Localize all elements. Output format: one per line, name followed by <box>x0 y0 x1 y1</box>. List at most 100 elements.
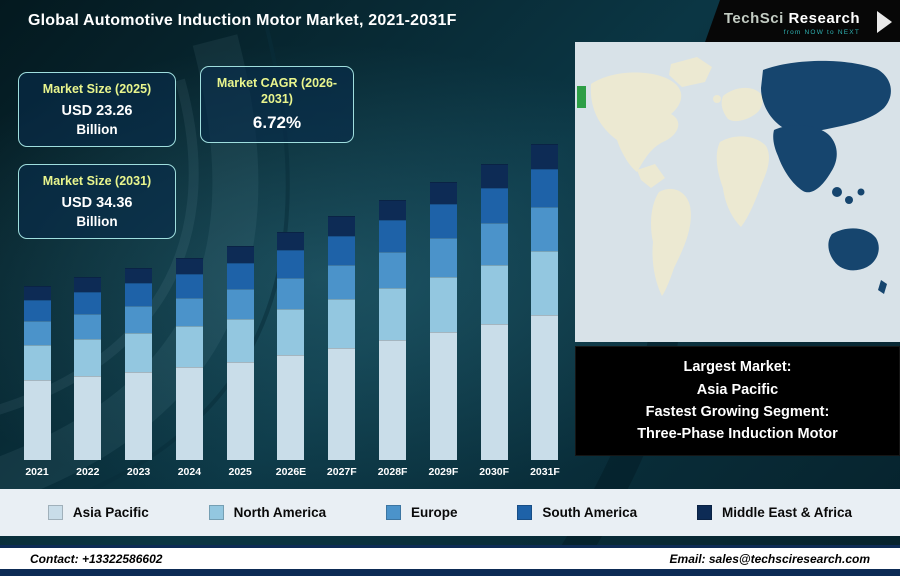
market-size-2031-card: Market Size (2031) USD 34.36 Billion <box>18 164 176 239</box>
bar-segment-europe <box>226 288 254 319</box>
bar-segment-south-america <box>480 187 508 224</box>
legend-item-north-america: North America <box>208 505 327 520</box>
bar-segment-middle-east-africa <box>277 231 305 251</box>
x-axis-label: 2025 <box>228 466 252 478</box>
bar-stack <box>429 182 457 460</box>
card-unit: Billion <box>76 213 118 229</box>
bar-column-2022: 2022 <box>65 276 111 478</box>
bar-segment-asia-pacific <box>429 332 457 460</box>
bar-segment-south-america <box>125 283 153 307</box>
bar-segment-europe <box>277 277 305 310</box>
bar-segment-asia-pacific <box>531 314 559 460</box>
world-map <box>575 42 900 342</box>
largest-market-label: Largest Market: <box>683 359 792 376</box>
market-cagr-card: Market CAGR (2026-2031) 6.72% <box>200 66 354 144</box>
map-japan <box>857 188 865 196</box>
bar-column-2021: 2021 <box>14 286 60 478</box>
bar-column-2024: 2024 <box>166 257 212 478</box>
card-title: Market Size (2025) <box>42 82 152 96</box>
x-axis-label: 2028F <box>377 466 408 478</box>
bar-segment-europe <box>175 298 203 327</box>
bar-segment-europe <box>379 251 407 289</box>
map-asia-region <box>761 60 891 132</box>
fastest-segment-label: Fastest Growing Segment: <box>645 404 830 420</box>
fastest-segment-value: Three-Phase Induction Motor <box>637 426 838 443</box>
bar-segment-south-america <box>175 273 203 299</box>
map-south-asia-region <box>773 125 837 193</box>
x-axis-label: 2031F <box>530 466 560 478</box>
footer-bar: Contact: +13322586602 Email: sales@techs… <box>0 545 900 569</box>
legend-swatch <box>47 505 63 520</box>
bar-stack <box>328 216 356 460</box>
logo-brand-secondary: Research <box>788 9 860 27</box>
bar-segment-south-america <box>328 235 356 266</box>
legend-label: South America <box>542 505 638 520</box>
bar-segment-north-america <box>175 326 203 367</box>
bar-segment-north-america <box>277 309 305 355</box>
bar-segment-south-america <box>531 169 559 208</box>
bar-segment-asia-pacific <box>379 340 407 460</box>
x-axis-label: 2023 <box>126 466 151 478</box>
x-axis-label: 2030F <box>479 466 510 478</box>
map-greenland <box>669 57 712 87</box>
bar-segment-europe <box>125 306 153 334</box>
bar-stack <box>531 143 559 460</box>
bar-segment-north-america <box>125 333 153 372</box>
x-axis-label: 2021 <box>25 466 49 478</box>
bar-segment-middle-east-africa <box>125 267 153 284</box>
logo-brand-primary: TechSci <box>723 9 784 27</box>
legend-swatch <box>385 505 401 520</box>
x-axis-label: 2029F <box>428 466 459 478</box>
bar-stack <box>379 199 407 460</box>
map-north-america <box>590 72 682 172</box>
map-south-america <box>651 188 691 296</box>
bar-segment-north-america <box>531 251 559 315</box>
x-axis-label: 2026E <box>275 466 307 478</box>
card-value: USD 23.26 <box>61 102 133 119</box>
bar-column-2031f: 2031F <box>522 143 568 478</box>
bar-segment-south-america <box>277 250 305 278</box>
bar-segment-south-america <box>23 300 51 321</box>
bar-column-2028f: 2028F <box>370 199 416 478</box>
bar-segment-europe <box>328 265 356 300</box>
map-europe <box>721 87 763 122</box>
footer-bottom-strip <box>0 569 900 576</box>
bar-segment-middle-east-africa <box>23 286 51 301</box>
map-new-zealand <box>878 280 887 294</box>
bar-column-2030f: 2030F <box>471 163 517 478</box>
largest-market-value: Asia Pacific <box>696 381 779 398</box>
map-uk <box>713 95 721 103</box>
bar-segment-asia-pacific <box>125 371 153 460</box>
bar-segment-europe <box>74 313 102 340</box>
bar-segment-north-america <box>379 288 407 341</box>
techsci-research-logo: TechSci Research from NOW to NEXT <box>704 0 900 45</box>
logo-brand-text: TechSci Research <box>724 10 860 27</box>
legend-item-asia-pacific: Asia Pacific <box>47 505 149 520</box>
map-green-marker <box>577 86 586 108</box>
bar-segment-asia-pacific <box>328 347 356 460</box>
x-axis-label: 2027F <box>326 466 357 478</box>
logo-tagline: from NOW to NEXT <box>783 28 860 36</box>
bar-column-2029f: 2029F <box>420 182 466 478</box>
bar-segment-europe <box>531 207 559 252</box>
legend-label: North America <box>233 505 327 520</box>
legend-swatch <box>696 505 712 520</box>
bar-stack <box>74 276 102 460</box>
bar-stack <box>480 163 508 460</box>
bar-segment-south-america <box>379 220 407 252</box>
card-value: 6.72% <box>252 113 302 133</box>
bar-segment-middle-east-africa <box>480 163 508 188</box>
map-central-america <box>637 164 665 188</box>
map-sea-island-1 <box>832 187 842 197</box>
map-sea-island-2 <box>845 196 853 204</box>
bar-stack <box>277 231 305 460</box>
stacked-bar-chart: 2021 2022 2023 2024 2025 2026E 2027F 2028F 2029F… <box>14 118 568 478</box>
legend-item-middle-east-africa: Middle East & Africa <box>696 505 852 520</box>
bar-segment-middle-east-africa <box>429 182 457 205</box>
bar-segment-middle-east-africa <box>226 246 254 264</box>
bar-segment-middle-east-africa <box>175 257 203 274</box>
bar-segment-asia-pacific <box>480 323 508 460</box>
bar-segment-middle-east-africa <box>328 216 356 236</box>
map-africa <box>716 136 769 227</box>
market-highlights-box: Largest Market: Asia Pacific Fastest Gro… <box>575 346 900 456</box>
